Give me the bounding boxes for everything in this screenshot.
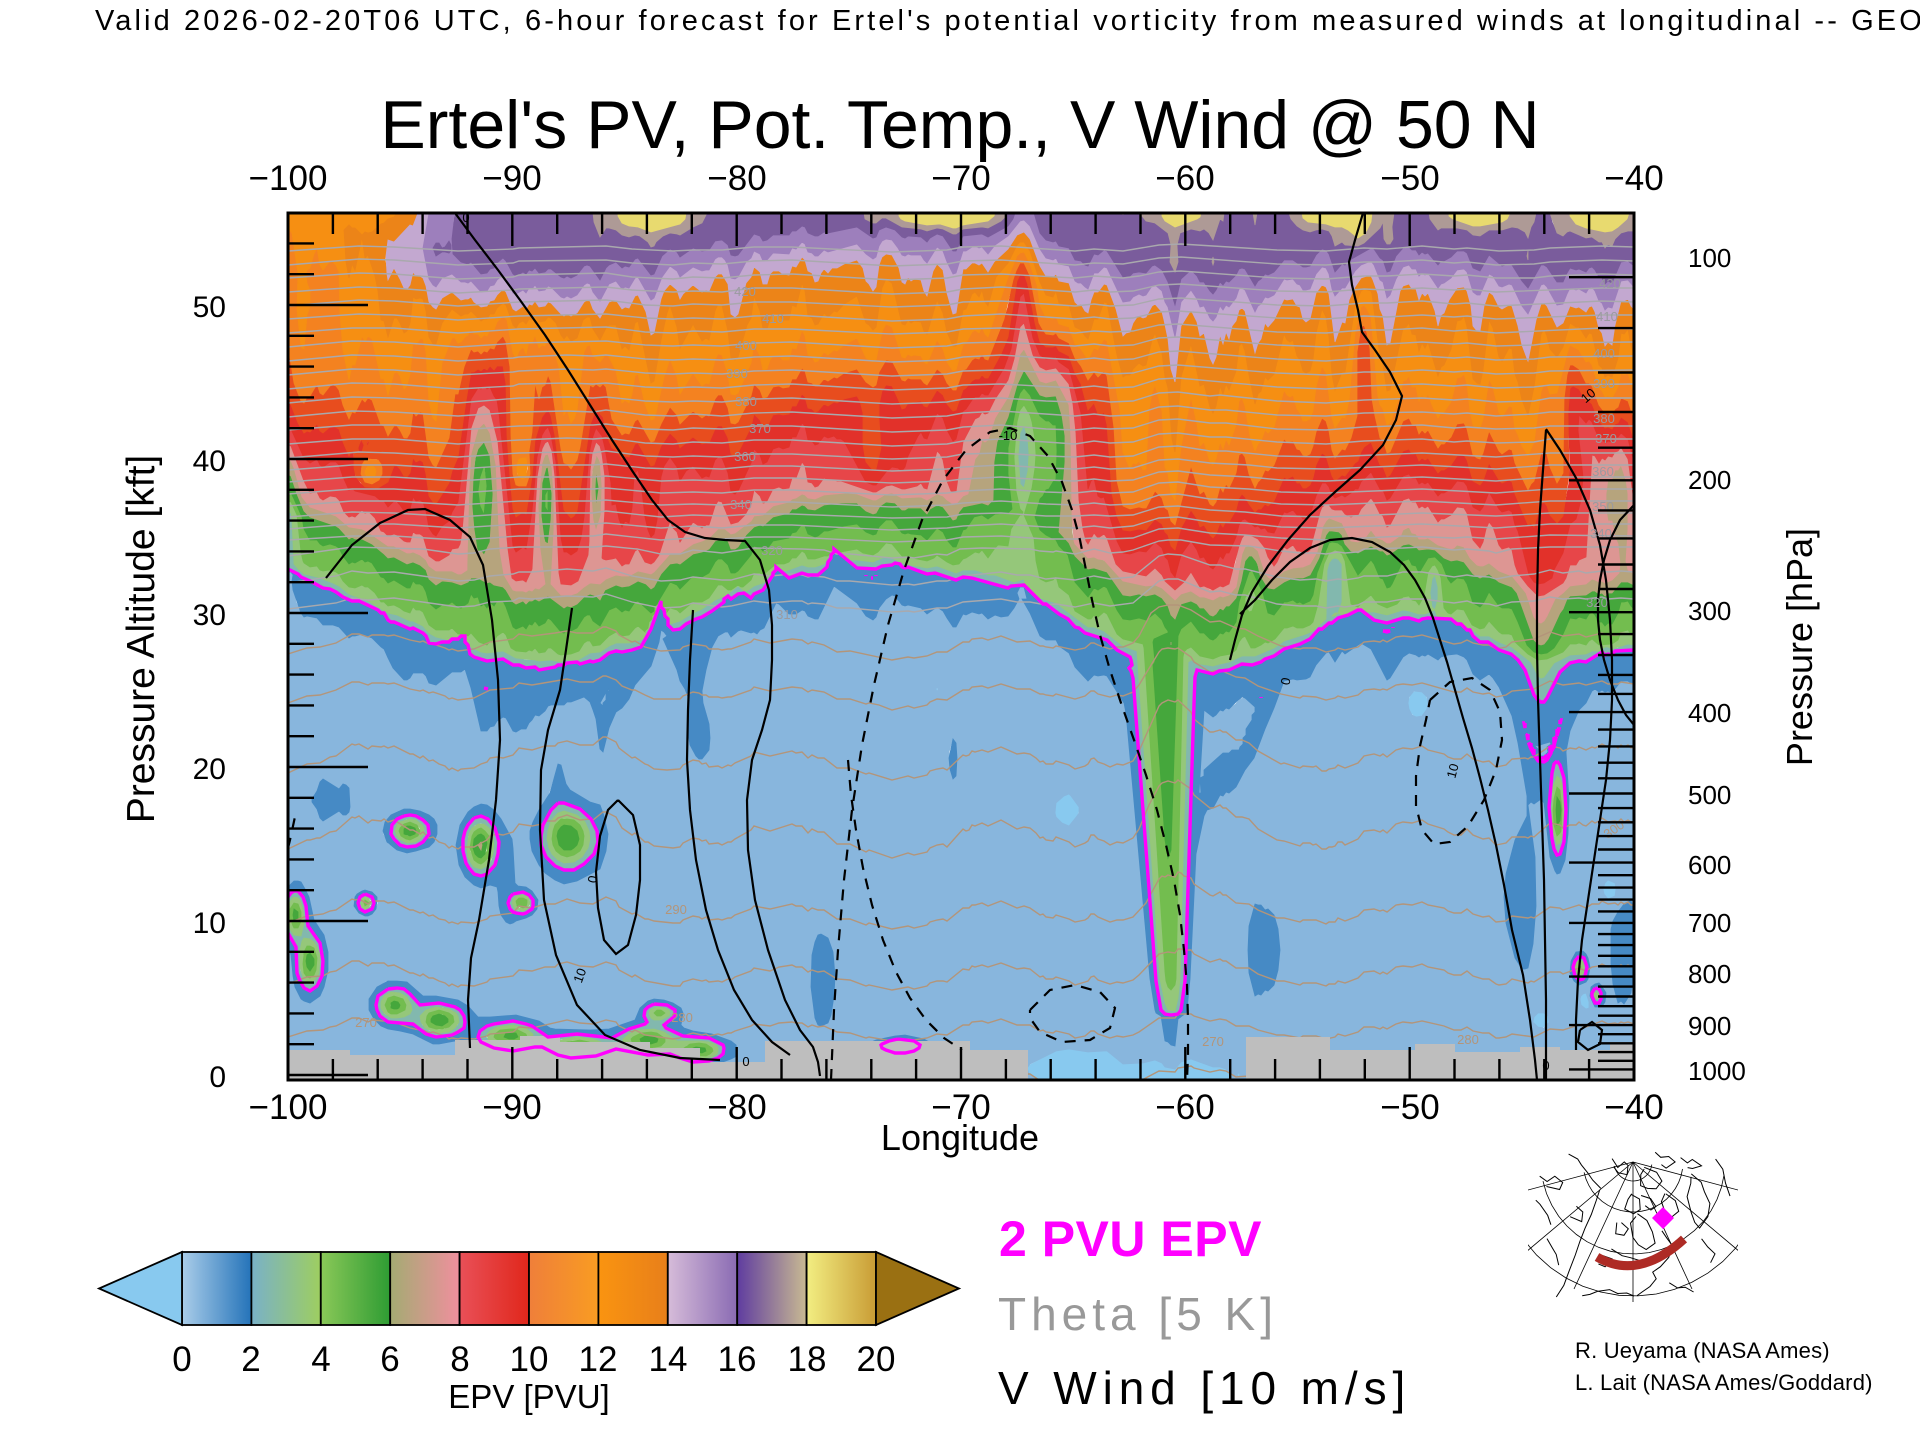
svg-text:700: 700 bbox=[1688, 908, 1731, 938]
svg-text:100: 100 bbox=[1688, 243, 1731, 273]
svg-text:Theta [5 K]: Theta [5 K] bbox=[998, 1288, 1278, 1340]
svg-text:L. Lait (NASA Ames/Goddard): L. Lait (NASA Ames/Goddard) bbox=[1575, 1370, 1873, 1395]
svg-text:350: 350 bbox=[1592, 499, 1614, 514]
svg-text:300: 300 bbox=[1688, 596, 1731, 626]
svg-text:320: 320 bbox=[1586, 595, 1608, 610]
svg-text:280: 280 bbox=[1457, 1032, 1479, 1047]
svg-text:370: 370 bbox=[749, 421, 771, 436]
svg-text:−100: −100 bbox=[249, 159, 328, 198]
svg-text:320: 320 bbox=[761, 543, 783, 558]
svg-text:-10: -10 bbox=[999, 428, 1018, 443]
svg-text:−40: −40 bbox=[1604, 1088, 1663, 1127]
svg-text:600: 600 bbox=[1688, 850, 1731, 880]
svg-text:Longitude: Longitude bbox=[881, 1117, 1039, 1158]
svg-text:420: 420 bbox=[734, 284, 756, 299]
svg-text:8: 8 bbox=[450, 1340, 469, 1379]
svg-text:−70: −70 bbox=[931, 1088, 990, 1127]
svg-text:270: 270 bbox=[355, 1015, 377, 1030]
svg-text:−50: −50 bbox=[1380, 159, 1439, 198]
svg-text:Valid 2026-02-20T06 UTC, 6-hou: Valid 2026-02-20T06 UTC, 6-hour forecast… bbox=[95, 5, 1920, 37]
svg-text:R. Ueyama (NASA Ames): R. Ueyama (NASA Ames) bbox=[1575, 1338, 1830, 1363]
svg-text:Pressure [hPa]: Pressure [hPa] bbox=[1779, 528, 1820, 766]
svg-text:500: 500 bbox=[1688, 780, 1731, 810]
svg-text:0: 0 bbox=[462, 210, 469, 225]
svg-text:−70: −70 bbox=[931, 159, 990, 198]
svg-text:14: 14 bbox=[649, 1340, 688, 1379]
svg-text:V Wind [10 m/s]: V Wind [10 m/s] bbox=[998, 1362, 1411, 1414]
svg-text:−40: −40 bbox=[1604, 159, 1663, 198]
svg-text:370: 370 bbox=[1595, 431, 1617, 446]
svg-text:410: 410 bbox=[1596, 309, 1618, 324]
svg-text:Ertel's PV, Pot. Temp., V Wind: Ertel's PV, Pot. Temp., V Wind @ 50 N bbox=[380, 87, 1539, 163]
svg-text:390: 390 bbox=[726, 366, 748, 381]
svg-text:200: 200 bbox=[1688, 465, 1731, 495]
svg-text:16: 16 bbox=[718, 1340, 757, 1379]
svg-text:50: 50 bbox=[193, 291, 226, 324]
svg-text:0: 0 bbox=[172, 1340, 191, 1379]
svg-text:4: 4 bbox=[311, 1340, 330, 1379]
svg-text:−50: −50 bbox=[1380, 1088, 1439, 1127]
svg-text:2 PVU EPV: 2 PVU EPV bbox=[999, 1211, 1262, 1267]
svg-text:410: 410 bbox=[762, 311, 784, 326]
svg-text:40: 40 bbox=[193, 445, 226, 478]
svg-text:20: 20 bbox=[193, 753, 226, 786]
svg-text:−90: −90 bbox=[482, 159, 541, 198]
svg-text:6: 6 bbox=[380, 1340, 399, 1379]
svg-text:18: 18 bbox=[788, 1340, 827, 1379]
svg-text:2: 2 bbox=[241, 1340, 260, 1379]
svg-text:290: 290 bbox=[665, 902, 687, 917]
svg-text:−80: −80 bbox=[707, 1088, 766, 1127]
svg-text:400: 400 bbox=[735, 338, 757, 353]
svg-text:400: 400 bbox=[1593, 346, 1615, 361]
svg-text:390: 390 bbox=[1593, 376, 1615, 391]
svg-text:20: 20 bbox=[857, 1340, 896, 1379]
svg-text:900: 900 bbox=[1688, 1011, 1731, 1041]
svg-text:270: 270 bbox=[1202, 1034, 1224, 1049]
svg-text:Pressure Altitude [kft]: Pressure Altitude [kft] bbox=[120, 455, 163, 824]
svg-text:−60: −60 bbox=[1155, 159, 1214, 198]
svg-text:30: 30 bbox=[193, 599, 226, 632]
svg-text:400: 400 bbox=[1688, 698, 1731, 728]
svg-text:10: 10 bbox=[510, 1340, 549, 1379]
svg-text:10: 10 bbox=[570, 966, 589, 985]
svg-text:10: 10 bbox=[1444, 762, 1462, 780]
svg-text:0: 0 bbox=[585, 874, 601, 884]
svg-text:800: 800 bbox=[1688, 959, 1731, 989]
svg-text:360: 360 bbox=[734, 449, 756, 464]
svg-text:380: 380 bbox=[735, 394, 757, 409]
svg-text:−60: −60 bbox=[1155, 1088, 1214, 1127]
svg-text:−90: −90 bbox=[482, 1088, 541, 1127]
svg-text:−80: −80 bbox=[707, 159, 766, 198]
svg-text:1000: 1000 bbox=[1688, 1056, 1746, 1086]
svg-text:−100: −100 bbox=[249, 1088, 328, 1127]
svg-text:420: 420 bbox=[1599, 276, 1621, 291]
svg-text:10: 10 bbox=[193, 907, 226, 940]
svg-text:310: 310 bbox=[776, 607, 798, 622]
svg-text:0: 0 bbox=[1542, 1058, 1549, 1073]
svg-text:0: 0 bbox=[742, 1054, 749, 1069]
svg-text:0: 0 bbox=[1278, 676, 1294, 686]
svg-text:340: 340 bbox=[730, 497, 752, 512]
svg-text:280: 280 bbox=[671, 1010, 693, 1025]
svg-text:360: 360 bbox=[1592, 464, 1614, 479]
svg-text:380: 380 bbox=[1593, 411, 1615, 426]
svg-text:12: 12 bbox=[579, 1340, 618, 1379]
svg-text:EPV [PVU]: EPV [PVU] bbox=[448, 1378, 609, 1415]
svg-text:0: 0 bbox=[209, 1061, 226, 1094]
